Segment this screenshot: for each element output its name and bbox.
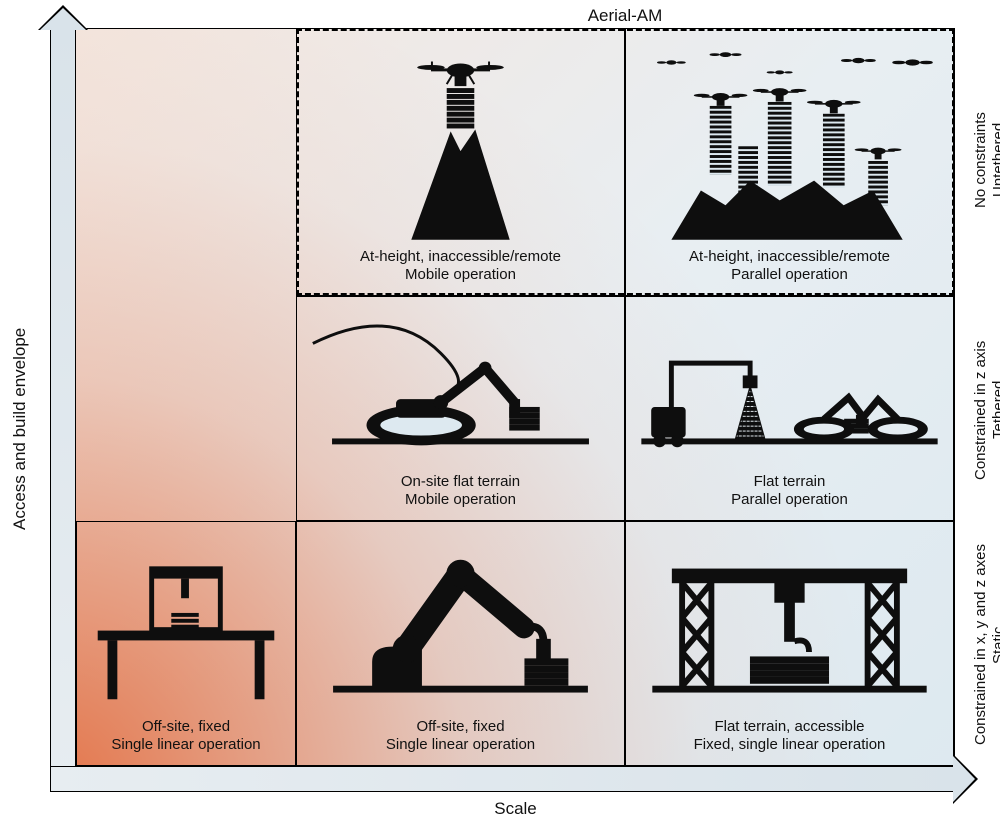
- y-axis-arrow: [50, 28, 76, 792]
- cell-caption: Fixed, single linear operation: [694, 736, 886, 755]
- cell-caption: Flat terrain, accessible: [694, 718, 886, 737]
- cell-caption: Single linear operation: [111, 736, 260, 755]
- robot-arm-icon: [303, 530, 618, 716]
- figure-title: Aerial-AM: [295, 6, 955, 26]
- cell-2-1: Off-site, fixed Single linear operation: [296, 521, 625, 766]
- tracked-arm-icon: [303, 305, 618, 471]
- gantry-icon: [632, 530, 947, 716]
- cell-caption: Mobile operation: [360, 266, 561, 285]
- cell-caption: At-height, inaccessible/remote: [360, 248, 561, 267]
- cell-1-2: Flat terrain Parallel operation: [625, 296, 954, 521]
- cell-caption: Parallel operation: [731, 491, 848, 510]
- cell-caption: Off-site, fixed: [111, 718, 260, 737]
- cell-0-0: [76, 28, 296, 296]
- cell-2-0: Off-site, fixed Single linear operation: [76, 521, 296, 766]
- row-label-2: Constrained in x, y and z axes Static: [972, 530, 996, 760]
- cell-caption: On-site flat terrain: [401, 473, 520, 492]
- cell-1-1: On-site flat terrain Mobile operation: [296, 296, 625, 521]
- row-label-1: Constrained in z axis Tethered: [972, 310, 996, 510]
- cell-caption: Mobile operation: [401, 491, 520, 510]
- cell-caption: Flat terrain: [731, 473, 848, 492]
- cell-caption: At-height, inaccessible/remote: [689, 248, 890, 267]
- multi-ground-robots-icon: [632, 305, 947, 471]
- y-axis-label: Access and build envelope: [10, 328, 30, 530]
- figure-canvas: Aerial-AM Access and build envelope Scal…: [0, 0, 1000, 827]
- cell-0-1: At-height, inaccessible/remote Mobile op…: [296, 28, 625, 296]
- cell-1-0: [76, 296, 296, 521]
- row-label-0: No constraints Untethered: [972, 60, 996, 260]
- cell-2-2: Flat terrain, accessible Fixed, single l…: [625, 521, 954, 766]
- desktop-printer-icon: [83, 530, 289, 716]
- drone-peak-swarm-icon: [632, 37, 947, 246]
- cell-caption: Single linear operation: [386, 736, 535, 755]
- drone-peak-single-icon: [303, 37, 618, 246]
- cell-0-2: At-height, inaccessible/remote Parallel …: [625, 28, 954, 296]
- cell-caption: Parallel operation: [689, 266, 890, 285]
- cell-caption: Off-site, fixed: [386, 718, 535, 737]
- matrix-grid: At-height, inaccessible/remote Mobile op…: [76, 28, 955, 766]
- x-axis-arrow: [50, 766, 955, 792]
- x-axis-label: Scale: [76, 799, 955, 819]
